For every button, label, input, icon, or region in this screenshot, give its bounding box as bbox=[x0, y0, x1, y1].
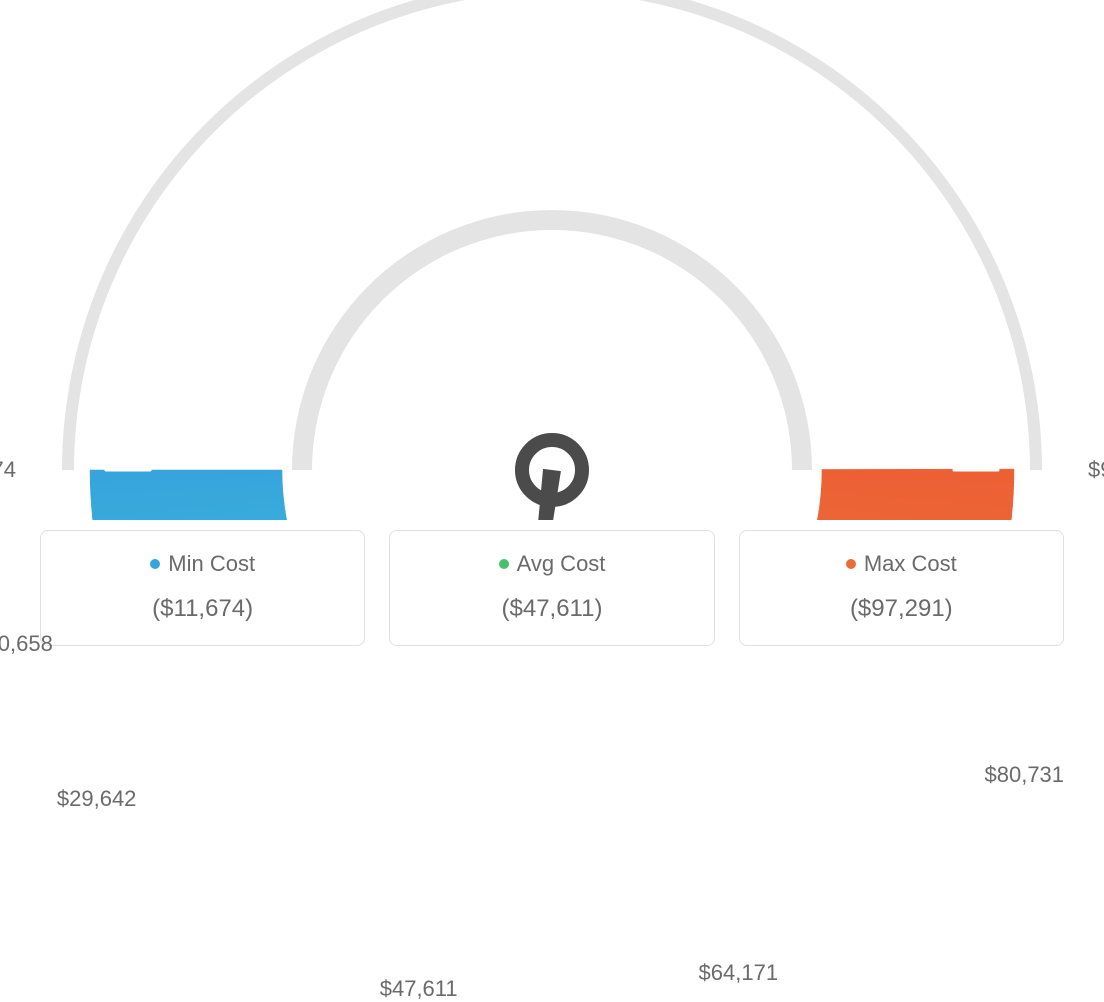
avg-cost-card: Avg Cost ($47,611) bbox=[389, 530, 714, 646]
min-cost-value: ($11,674) bbox=[51, 595, 354, 623]
max-cost-title-row: Max Cost bbox=[750, 551, 1053, 577]
avg-cost-value: ($47,611) bbox=[400, 595, 703, 623]
min-cost-card: Min Cost ($11,674) bbox=[40, 530, 365, 646]
gauge-tick-label: $11,674 bbox=[0, 457, 16, 483]
gauge-tick-label: $47,611 bbox=[380, 976, 458, 1002]
max-cost-value: ($97,291) bbox=[750, 595, 1053, 623]
gauge-tick-label: $80,731 bbox=[985, 762, 1065, 788]
max-cost-title: Max Cost bbox=[864, 551, 957, 577]
gauge-svg bbox=[0, 0, 1104, 520]
summary-cards-row: Min Cost ($11,674) Avg Cost ($47,611) Ma… bbox=[0, 530, 1104, 646]
min-cost-title: Min Cost bbox=[168, 551, 255, 577]
avg-cost-dot-icon bbox=[499, 559, 509, 569]
max-cost-dot-icon bbox=[846, 559, 856, 569]
gauge-tick-label: $97,291 bbox=[1088, 457, 1104, 483]
gauge-tick-label: $20,658 bbox=[0, 631, 53, 657]
min-cost-dot-icon bbox=[150, 559, 160, 569]
min-cost-title-row: Min Cost bbox=[51, 551, 354, 577]
avg-cost-title: Avg Cost bbox=[517, 551, 606, 577]
gauge-chart: $11,674$20,658$29,642$47,611$64,171$80,7… bbox=[0, 0, 1104, 520]
avg-cost-title-row: Avg Cost bbox=[400, 551, 703, 577]
gauge-tick-label: $64,171 bbox=[699, 960, 779, 986]
gauge-tick-label: $29,642 bbox=[57, 786, 137, 812]
max-cost-card: Max Cost ($97,291) bbox=[739, 530, 1064, 646]
